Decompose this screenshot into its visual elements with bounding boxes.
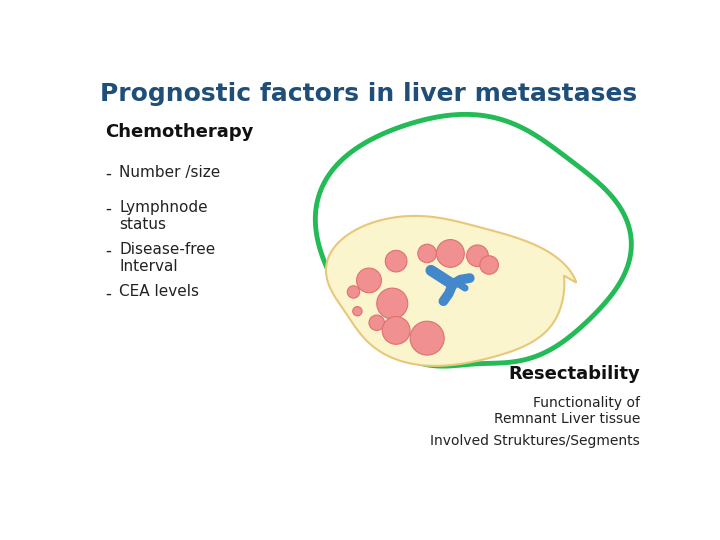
Text: -: - (106, 200, 112, 218)
Circle shape (436, 240, 464, 267)
Text: Disease-free
Interval: Disease-free Interval (120, 242, 216, 274)
Polygon shape (326, 216, 576, 366)
Text: -: - (106, 242, 112, 260)
Circle shape (377, 288, 408, 319)
Circle shape (480, 256, 498, 274)
Circle shape (410, 321, 444, 355)
Circle shape (467, 245, 488, 267)
Text: Lymphnode
status: Lymphnode status (120, 200, 208, 232)
Text: Resectability: Resectability (508, 365, 640, 383)
Text: Involved Struktures/Segments: Involved Struktures/Segments (431, 434, 640, 448)
Circle shape (356, 268, 382, 293)
Circle shape (382, 316, 410, 345)
Circle shape (347, 286, 360, 298)
Circle shape (385, 251, 407, 272)
Text: -: - (106, 165, 112, 183)
Text: CEA levels: CEA levels (120, 284, 199, 299)
Text: Chemotherapy: Chemotherapy (106, 123, 254, 140)
Circle shape (418, 244, 436, 262)
Text: Functionality of
Remnant Liver tissue: Functionality of Remnant Liver tissue (494, 396, 640, 426)
Circle shape (369, 315, 384, 330)
Text: Number /size: Number /size (120, 165, 221, 180)
Text: Prognostic factors in liver metastases: Prognostic factors in liver metastases (100, 82, 638, 106)
Circle shape (353, 307, 362, 316)
Polygon shape (315, 114, 631, 366)
Text: -: - (106, 284, 112, 302)
